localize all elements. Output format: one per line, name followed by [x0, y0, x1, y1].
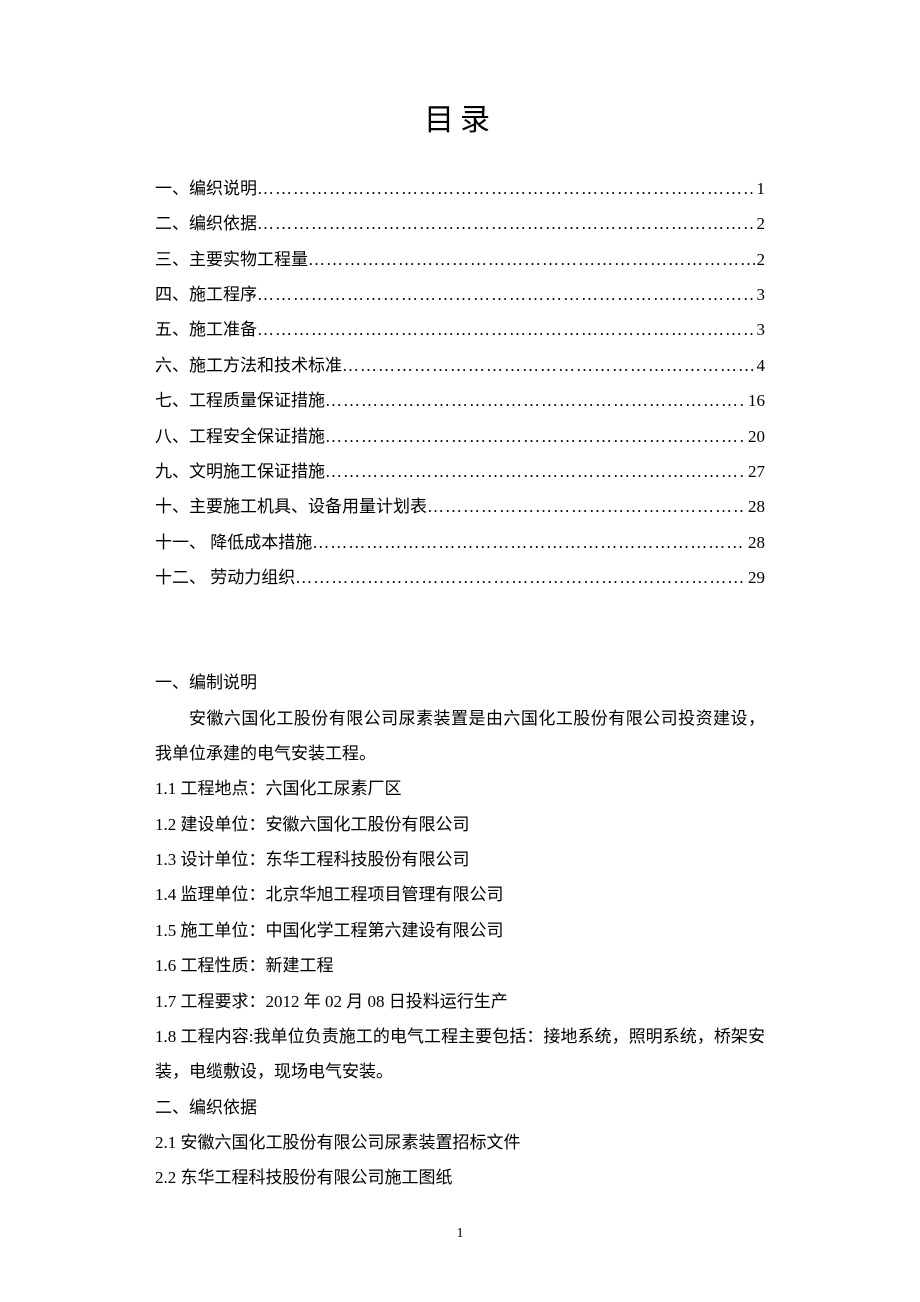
toc-label: 八、工程安全保证措施: [155, 419, 325, 454]
toc-label: 一、编织说明: [155, 171, 257, 206]
toc-leader: [308, 242, 755, 277]
toc-row: 九、文明施工保证措施 27: [155, 454, 765, 489]
toc-leader: [325, 454, 746, 489]
toc-row: 三、主要实物工程量 2: [155, 242, 765, 277]
toc-label: 十、主要施工机具、设备用量计划表: [155, 489, 427, 524]
toc-page: 20: [746, 419, 765, 454]
toc-leader: [257, 277, 755, 312]
toc-label: 二、编织依据: [155, 206, 257, 241]
toc-row: 六、施工方法和技术标准 4: [155, 348, 765, 383]
section2-heading: 二、编织依据: [155, 1090, 765, 1125]
toc-leader: [257, 312, 755, 347]
toc-page: 3: [755, 312, 766, 347]
toc-page: 2: [755, 206, 766, 241]
toc-leader: [295, 560, 746, 595]
toc-title: 目录: [155, 95, 765, 139]
toc-page: 28: [746, 525, 765, 560]
toc-row: 二、编织依据 2: [155, 206, 765, 241]
toc-label: 九、文明施工保证措施: [155, 454, 325, 489]
toc-label: 四、施工程序: [155, 277, 257, 312]
toc-page: 16: [746, 383, 765, 418]
toc-row: 八、工程安全保证措施 20: [155, 419, 765, 454]
body-line: 1.2 建设单位：安徽六国化工股份有限公司: [155, 807, 765, 842]
toc-label: 六、施工方法和技术标准: [155, 348, 342, 383]
toc-label: 五、施工准备: [155, 312, 257, 347]
document-page: 目录 一、编织说明 1 二、编织依据 2 三、主要实物工程量 2 四、施工程序 …: [0, 0, 920, 1302]
toc-row: 十二、 劳动力组织 29: [155, 560, 765, 595]
toc-label: 十二、 劳动力组织: [155, 560, 295, 595]
toc-label: 三、主要实物工程量: [155, 242, 308, 277]
toc-row: 一、编织说明 1: [155, 171, 765, 206]
toc-row: 五、施工准备 3: [155, 312, 765, 347]
toc-leader: [342, 348, 755, 383]
body-line: 2.1 安徽六国化工股份有限公司尿素装置招标文件: [155, 1125, 765, 1160]
toc-page: 1: [755, 171, 766, 206]
toc-row: 十、主要施工机具、设备用量计划表 28: [155, 489, 765, 524]
toc-leader: [427, 489, 746, 524]
body-line: 1.8 工程内容:我单位负责施工的电气工程主要包括：接地系统，照明系统，桥架安装…: [155, 1019, 765, 1090]
toc-row: 十一、 降低成本措施 28: [155, 525, 765, 560]
toc-leader: [325, 419, 746, 454]
toc-page: 4: [755, 348, 766, 383]
toc-page: 29: [746, 560, 765, 595]
toc-leader: [257, 171, 755, 206]
toc-page: 28: [746, 489, 765, 524]
toc-row: 七、工程质量保证措施 16: [155, 383, 765, 418]
toc-leader: [312, 525, 746, 560]
section1-paragraph: 安徽六国化工股份有限公司尿素装置是由六国化工股份有限公司投资建设，我单位承建的电…: [155, 701, 765, 772]
body-line: 1.7 工程要求：2012 年 02 月 08 日投料运行生产: [155, 984, 765, 1019]
toc-page: 27: [746, 454, 765, 489]
toc-label: 七、工程质量保证措施: [155, 383, 325, 418]
body-line: 1.1 工程地点：六国化工尿素厂区: [155, 771, 765, 806]
toc-row: 四、施工程序 3: [155, 277, 765, 312]
toc-page: 2: [755, 242, 766, 277]
toc-leader: [325, 383, 746, 418]
section1-heading: 一、编制说明: [155, 665, 765, 700]
toc-label: 十一、 降低成本措施: [155, 525, 312, 560]
body-line: 2.2 东华工程科技股份有限公司施工图纸: [155, 1160, 765, 1195]
body-line: 1.4 监理单位：北京华旭工程项目管理有限公司: [155, 877, 765, 912]
body-line: 1.6 工程性质：新建工程: [155, 948, 765, 983]
toc-leader: [257, 206, 755, 241]
toc-list: 一、编织说明 1 二、编织依据 2 三、主要实物工程量 2 四、施工程序 3 五…: [155, 171, 765, 595]
page-number: 1: [0, 1226, 920, 1242]
body-line: 1.3 设计单位：东华工程科技股份有限公司: [155, 842, 765, 877]
body-line: 1.5 施工单位：中国化学工程第六建设有限公司: [155, 913, 765, 948]
toc-page: 3: [755, 277, 766, 312]
